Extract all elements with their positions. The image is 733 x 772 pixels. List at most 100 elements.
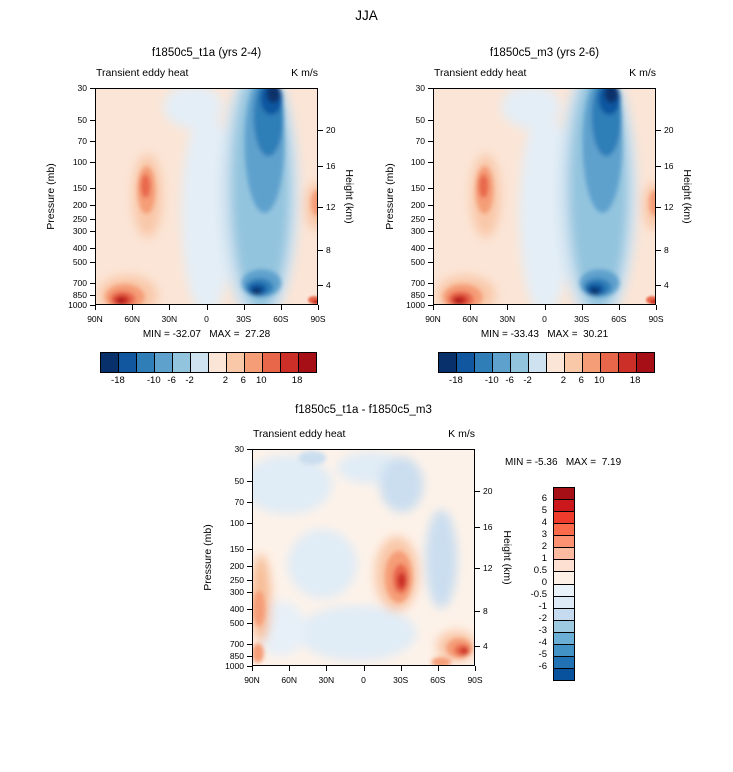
pressure-tick-label: 250 [72,214,87,225]
latitude-tick-label: 90S [648,314,664,324]
latitude-tick-label: 60S [273,314,289,324]
tick-mark [280,305,282,310]
colorbar-tick-label: -10 [146,375,161,386]
panel-title-diff: f1850c5_t1a - f1850c5_m3 [295,404,432,416]
height-tick-label: 20 [326,125,336,136]
pressure-tick-label: 30 [234,444,244,454]
height-tick-label: 8 [483,606,488,617]
pressure-tick-label: 200 [229,561,244,572]
tick-mark [544,305,546,310]
colorbar-segment [554,499,574,512]
colorbar-tick-label: 18 [291,375,303,386]
colorbar-tick-label: 1 [541,553,547,564]
pressure-tick-label: 50 [234,475,244,486]
figure-title: JJA [355,8,378,23]
contour-field [434,89,655,304]
pressure-tick-label: 150 [72,182,87,193]
colorbar-tick-label: -10 [484,375,499,386]
tick-mark [90,305,95,306]
tick-mark [433,305,434,310]
tick-mark [428,248,433,250]
colorbar-segment [554,619,574,632]
tick-mark [475,567,480,569]
field-label-diff: Transient eddy heat [253,428,346,440]
latitude-tick-label: 60N [281,675,297,685]
latitude-tick-label: 90S [310,314,326,324]
tick-mark [90,205,95,207]
colorbar-segment [618,353,636,372]
tick-mark [247,501,252,503]
tick-mark [95,305,96,310]
colorbar-segment [280,353,298,372]
tick-mark [656,305,657,310]
tick-mark [90,230,95,232]
tick-mark [428,294,433,296]
colorbar-segment [554,488,574,500]
colorbar-segment [262,353,280,372]
height-tick-label: 4 [664,280,669,291]
pressure-tick-label: 700 [229,638,244,649]
tick-mark [318,206,323,208]
tick-mark [428,119,433,121]
stats-t1a: MIN = -32.07 MAX = 27.28 [142,329,271,340]
pressure-tick-label: 700 [72,277,87,288]
colorbar-tick-label: -2 [185,375,194,386]
pressure-tick-label: 70 [77,135,87,146]
colorbar-segment [298,353,316,372]
stats-m3: MIN = -33.43 MAX = 30.21 [480,329,609,340]
tick-mark [247,643,252,645]
latitude-tick-label: 0 [542,314,547,324]
pressure-tick-label: 1000 [406,300,425,310]
tick-mark [475,491,480,493]
colorbar-segment [554,607,574,620]
pressure-tick-label: 100 [72,157,87,168]
tick-mark [90,162,95,164]
tick-mark [252,666,253,671]
tick-mark [475,666,476,671]
colorbar-segment [554,523,574,536]
pressure-tick-label: 100 [410,157,425,168]
tick-mark [90,282,95,284]
pressure-tick-label: 70 [415,135,425,146]
tick-mark [318,285,323,287]
colorbar-segment [528,353,546,372]
units-label-t1a: K m/s [291,67,318,79]
tick-mark [428,205,433,207]
tick-mark [428,88,433,89]
colorbar-segment [226,353,244,372]
colorbar-segment [208,353,226,372]
colorbar-segment [554,667,574,680]
colorbar-segment [439,353,456,372]
colorbar-segment [474,353,492,372]
tick-mark [90,119,95,121]
tick-mark [428,140,433,142]
tick-mark [507,305,509,310]
tick-mark [247,591,252,593]
tick-mark [475,646,480,648]
latitude-tick-label: 90S [467,675,483,685]
tick-mark [247,609,252,611]
pressure-tick-label: 250 [229,575,244,586]
pressure-tick-label: 300 [229,586,244,597]
latitude-tick-label: 0 [361,675,366,685]
colorbar-segment [554,655,574,668]
tick-mark [247,523,252,525]
tick-mark [363,666,365,671]
colorbar-segment [546,353,564,372]
colorbar-tick-label: 6 [541,493,547,504]
colorbar-tick-label: 3 [541,529,547,540]
colorbar-segment [554,595,574,608]
colorbar-tick-label: 5 [541,505,547,516]
colorbar-segment [456,353,474,372]
latitude-tick-label: 30N [318,675,335,685]
colorbar-tick-label: 2 [560,375,567,386]
tick-mark [428,219,433,221]
tick-mark [428,262,433,264]
pressure-tick-label: 30 [415,83,425,93]
colorbar-segment [554,559,574,572]
tick-mark [318,165,323,167]
colorbar-segment [636,353,654,372]
tick-mark [243,305,245,310]
tick-mark [475,526,480,528]
tick-mark [428,230,433,232]
